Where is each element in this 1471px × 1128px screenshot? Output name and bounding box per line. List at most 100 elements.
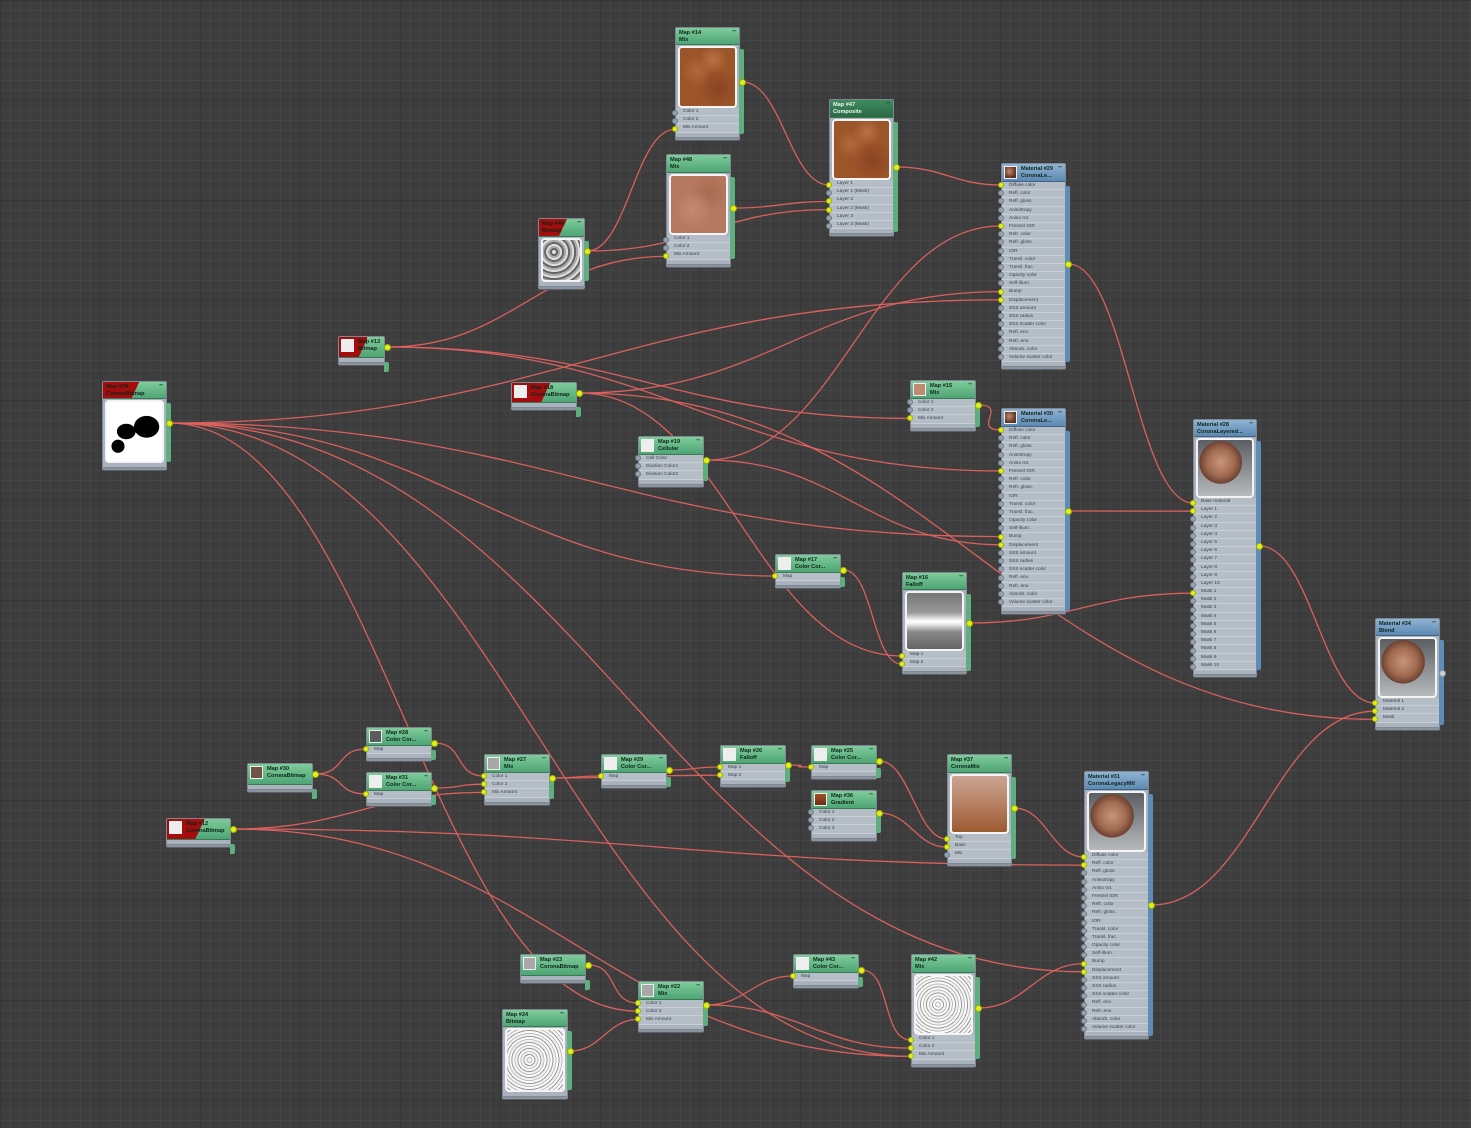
input-socket[interactable] <box>998 500 1004 507</box>
wire-n18-to-n16[interactable] <box>579 392 903 657</box>
input-slot[interactable]: Opacity color <box>1085 942 1148 951</box>
input-socket[interactable] <box>481 773 487 779</box>
node-header[interactable]: Map #31 Color Cor... – <box>367 773 431 791</box>
node-n19[interactable]: Map #19 Cellular – Cell Color Division Color… <box>638 436 708 485</box>
input-socket[interactable] <box>826 182 832 188</box>
wire-n22-to-n42[interactable] <box>706 1004 912 1049</box>
input-socket[interactable] <box>826 214 832 221</box>
input-slot[interactable]: Map <box>602 773 666 782</box>
output-tab[interactable] <box>1011 777 1016 859</box>
input-slot[interactable]: Opacity color <box>1002 272 1065 281</box>
input-slot[interactable]: Bump <box>1085 958 1148 967</box>
input-slot[interactable]: Division Color2 <box>639 471 703 480</box>
input-slot[interactable]: Opacity color <box>1002 517 1065 526</box>
output-socket[interactable] <box>975 1004 982 1012</box>
output-socket[interactable] <box>567 1047 574 1055</box>
wire-n42-to-m31[interactable] <box>978 962 1085 1009</box>
minimize-icon[interactable]: – <box>577 219 581 226</box>
node-header[interactable]: Map #36 Gradient – <box>812 791 876 809</box>
input-slot[interactable]: Map <box>812 764 876 773</box>
input-slot[interactable]: Diffuse color <box>1002 427 1065 436</box>
input-slot[interactable]: Bump <box>1002 533 1065 542</box>
input-slot[interactable]: Volume scatter color <box>1002 598 1065 608</box>
input-socket[interactable] <box>998 451 1004 458</box>
input-slot[interactable]: Color 1 <box>676 108 739 117</box>
input-socket[interactable] <box>944 836 950 842</box>
input-socket[interactable] <box>998 591 1004 597</box>
input-slot[interactable]: Layer 10 <box>1194 579 1256 589</box>
node-header[interactable]: Map #29 Color Cor... – <box>602 755 666 773</box>
input-socket[interactable] <box>1081 936 1087 942</box>
output-socket[interactable] <box>975 401 982 409</box>
input-socket[interactable] <box>808 809 814 815</box>
node-header[interactable]: Material #30 CoronaLe... – <box>1002 409 1065 427</box>
node-n29c[interactable]: Map #29 Color Cor... – Map <box>601 754 671 787</box>
input-slot[interactable]: Color 1 <box>639 1000 703 1009</box>
node-header[interactable]: Map #15 Mix – <box>911 381 975 399</box>
input-slot[interactable]: Layer 1 <box>1194 506 1256 515</box>
input-slot[interactable]: Anisotropy <box>1002 451 1065 460</box>
output-socket[interactable] <box>431 739 438 747</box>
output-tab[interactable] <box>166 403 171 462</box>
output-socket[interactable] <box>585 961 592 969</box>
input-slot[interactable]: Color 1 <box>485 773 549 782</box>
minimize-icon[interactable]: – <box>696 982 700 989</box>
input-slot[interactable]: Color 2 <box>667 243 730 252</box>
input-slot[interactable]: Absorb. color <box>1085 1015 1148 1024</box>
input-socket[interactable] <box>1190 500 1196 506</box>
output-socket[interactable] <box>858 966 865 974</box>
input-slot[interactable]: Map <box>367 791 431 800</box>
node-n18[interactable]: Map #18 CoronaBitmap <box>511 382 581 417</box>
minimize-icon[interactable]: – <box>869 746 873 753</box>
input-socket[interactable] <box>717 764 723 770</box>
input-slot[interactable]: Layer 3 (Mask) <box>830 220 893 230</box>
output-tab[interactable] <box>1439 640 1444 725</box>
input-socket[interactable] <box>1190 614 1196 621</box>
output-socket[interactable] <box>840 566 847 574</box>
input-slot[interactable]: Self-illum. <box>1085 950 1148 959</box>
input-slot[interactable]: Map <box>367 746 431 755</box>
wire-n30-to-n28c[interactable] <box>315 748 367 775</box>
input-slot[interactable]: Transl. color <box>1002 255 1065 264</box>
input-socket[interactable] <box>1081 878 1087 885</box>
node-m34[interactable]: Material #34 Blend – Material 1 Material 2 Ma… <box>1375 618 1444 728</box>
input-slot[interactable]: Color 2 <box>912 1043 975 1052</box>
input-socket[interactable] <box>998 509 1004 515</box>
node-header[interactable]: Map #30 CoronaBitmap <box>248 764 312 785</box>
node-n14[interactable]: Map #14 Mix – Color 1 Color 2 Mix Amount <box>675 27 744 138</box>
wire-n25-to-n37[interactable] <box>879 760 948 840</box>
input-socket[interactable] <box>998 337 1004 344</box>
input-socket[interactable] <box>1190 541 1196 547</box>
input-slot[interactable]: Refr. color <box>1002 231 1065 240</box>
input-socket[interactable] <box>635 455 641 461</box>
input-slot[interactable]: Anisotropy <box>1002 206 1065 215</box>
input-slot[interactable]: Color 1 <box>667 235 730 244</box>
output-tab[interactable] <box>585 980 590 990</box>
node-n17[interactable]: Map #17 Color Cor... – Map <box>775 554 845 587</box>
input-slot[interactable]: Refr. env. <box>1002 337 1065 346</box>
input-socket[interactable] <box>1190 655 1196 662</box>
input-socket[interactable] <box>826 206 832 213</box>
node-m31[interactable]: Material #31 CoronaLegacyMtl – Diffuse colo… <box>1084 771 1153 1038</box>
minimize-icon[interactable]: – <box>968 381 972 388</box>
output-tab[interactable] <box>312 789 317 799</box>
output-socket[interactable] <box>893 163 900 171</box>
minimize-icon[interactable]: – <box>542 755 546 762</box>
input-slot[interactable]: Transl. frac. <box>1002 508 1065 518</box>
input-slot[interactable]: Aniso rot. <box>1002 459 1065 468</box>
node-m30[interactable]: Material #30 CoronaLe... – Diffuse color Ref… <box>1001 408 1070 613</box>
wire-n19-to-m30[interactable] <box>706 459 1002 546</box>
output-socket[interactable] <box>703 456 710 464</box>
node-header[interactable]: Map #23 CoronaBitmap <box>521 955 585 976</box>
node-header[interactable]: Map #47 Composite – <box>830 100 893 118</box>
input-slot[interactable]: Volume scatter color <box>1085 1023 1148 1033</box>
wire-n18-to-m29[interactable] <box>579 290 1002 394</box>
input-slot[interactable]: Fresnel IOR <box>1002 467 1065 477</box>
input-slot[interactable]: IOR <box>1002 492 1065 501</box>
node-n44[interactable]: Map #44 Bitmap – <box>538 218 589 287</box>
input-slot[interactable]: Color 1 <box>911 399 975 408</box>
input-slot[interactable]: Displacement <box>1002 296 1065 305</box>
minimize-icon[interactable]: – <box>959 573 963 580</box>
output-tab[interactable] <box>1065 186 1070 362</box>
wire-n24-to-n22[interactable] <box>570 1018 639 1052</box>
